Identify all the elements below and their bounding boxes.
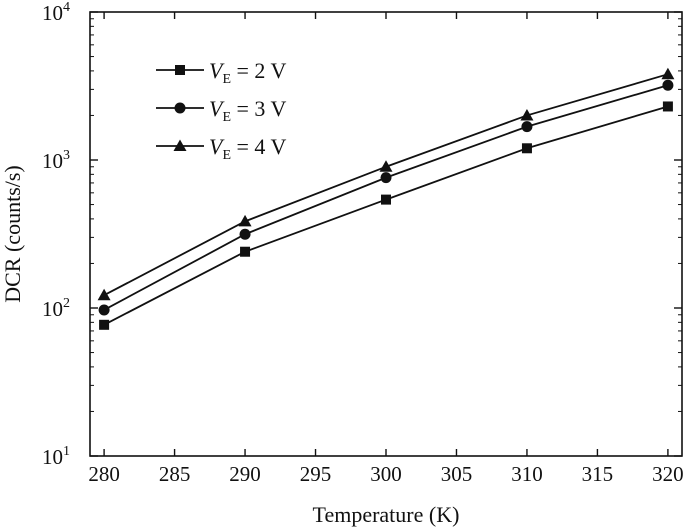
y-tick-exponent: 4	[63, 0, 70, 15]
legend-item: VE = 4 V	[156, 134, 287, 163]
y-tick-label: 101	[42, 444, 70, 469]
legend-subscript: E	[222, 72, 231, 87]
y-tick-label: 102	[42, 296, 70, 321]
y-tick-base: 10	[42, 1, 63, 25]
y-tick-label: 104	[42, 0, 70, 25]
legend-var: V	[209, 134, 225, 159]
data-point-circle	[662, 79, 674, 91]
data-point-circle	[380, 172, 392, 184]
series-line	[103, 105, 669, 326]
legend-label: VE = 3 V	[209, 96, 287, 125]
legend-label: VE = 2 V	[209, 58, 287, 87]
x-axis-label: Temperature (K)	[313, 502, 460, 527]
data-point-triangle	[661, 67, 675, 80]
x-tick-label: 280	[88, 462, 120, 486]
x-tick-label: 285	[159, 462, 191, 486]
legend-value: = 3 V	[231, 96, 287, 121]
legend-item: VE = 2 V	[156, 58, 287, 87]
data-point-triangle	[238, 214, 252, 227]
legend-marker-square	[175, 65, 185, 75]
y-tick-base: 10	[42, 297, 63, 321]
legend-marker-circle	[174, 102, 186, 114]
legend-var: V	[209, 58, 225, 83]
legend-item: VE = 3 V	[156, 96, 287, 125]
series-square	[99, 101, 673, 330]
x-tick-label: 310	[511, 462, 543, 486]
x-tick-label: 320	[652, 462, 684, 486]
y-tick-exponent: 2	[63, 296, 70, 311]
series-circle	[98, 79, 674, 316]
x-tick-label: 305	[441, 462, 473, 486]
data-point-square	[521, 143, 532, 154]
legend-label: VE = 4 V	[209, 134, 287, 163]
x-tick-label: 295	[300, 462, 332, 486]
data-point-triangle	[379, 160, 393, 172]
data-point-circle	[521, 121, 533, 133]
data-point-square	[240, 246, 251, 257]
y-tick-exponent: 3	[63, 148, 70, 163]
y-axis-label: DCR (counts/s)	[0, 165, 25, 303]
data-point-square	[99, 319, 110, 330]
y-tick-base: 10	[42, 149, 63, 173]
series-triangle	[97, 67, 675, 301]
data-point-triangle	[97, 288, 111, 301]
x-tick-label: 300	[370, 462, 402, 486]
data-point-circle	[239, 228, 251, 240]
data-point-triangle	[520, 108, 534, 121]
legend-subscript: E	[222, 110, 231, 125]
legend-value: = 4 V	[231, 134, 287, 159]
legend-subscript: E	[222, 148, 231, 163]
legend-value: = 2 V	[231, 58, 287, 83]
data-point-circle	[98, 304, 110, 316]
legend-var: V	[209, 96, 225, 121]
y-tick-label: 103	[42, 148, 70, 173]
data-point-square	[662, 101, 673, 112]
y-tick-exponent: 1	[63, 444, 70, 459]
plot-frame	[89, 11, 683, 457]
data-point-square	[381, 194, 391, 205]
y-tick-base: 10	[42, 445, 63, 469]
x-tick-label: 290	[229, 462, 261, 486]
legend-marker-triangle	[173, 139, 187, 151]
x-tick-label: 315	[582, 462, 614, 486]
